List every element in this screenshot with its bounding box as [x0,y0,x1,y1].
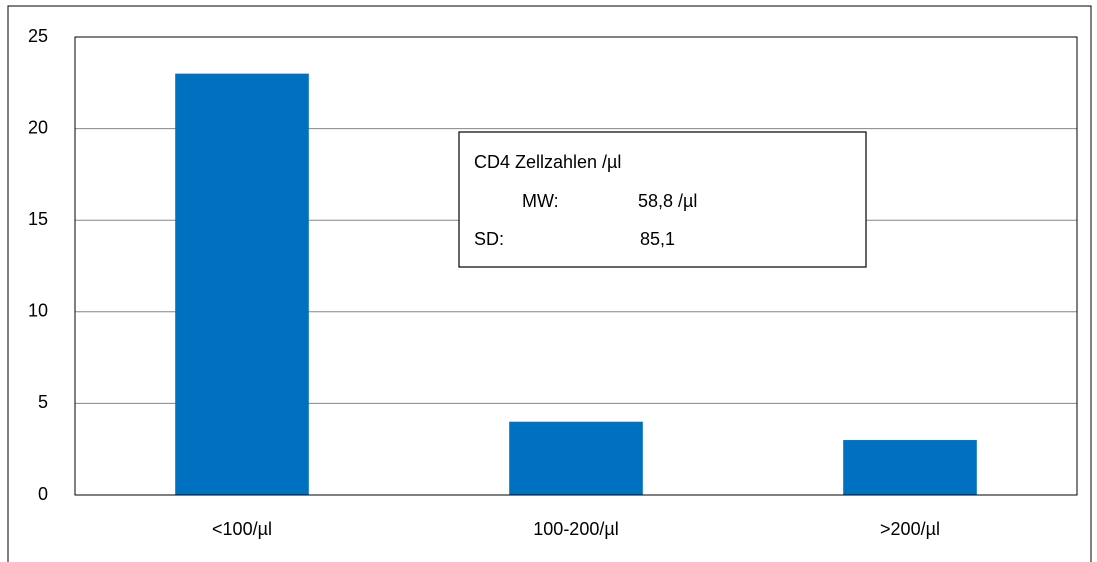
bar [843,440,977,495]
y-tick-label: 10 [28,301,48,321]
annotation-value: 85,1 [640,229,675,249]
y-tick-label: 5 [38,392,48,412]
chart-frame [7,5,1092,562]
y-tick-label: 20 [28,117,48,137]
annotation-title: CD4 Zellzahlen /µl [474,152,621,172]
x-tick-label: 100-200/µl [533,519,618,539]
bar [175,73,309,495]
annotation-box [458,131,867,268]
plot-area [74,36,1078,496]
y-tick-label: 25 [28,26,48,46]
y-tick-label: 0 [38,484,48,504]
x-tick-label: >200/µl [880,519,940,539]
bar [509,421,643,495]
y-tick-label: 15 [28,209,48,229]
annotation-label: MW: [522,191,559,211]
x-tick-label: <100/µl [212,519,272,539]
annotation-value: 58,8 /µl [638,191,697,211]
annotation-label: SD: [474,229,504,249]
